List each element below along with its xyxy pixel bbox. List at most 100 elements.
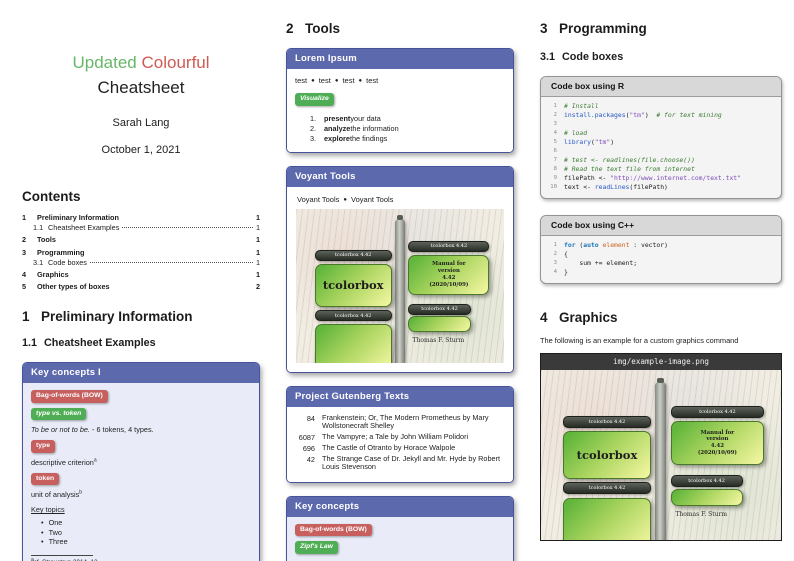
toc-entry-other-boxes[interactable]: 5 Other types of boxes 2 — [22, 282, 260, 292]
line-number: 1 — [553, 242, 557, 248]
code-string: "tm" — [629, 111, 645, 119]
tcolorbox-example-image: tcolorbox 4.42 tcolorbox tcolorbox 4.42 … — [296, 208, 504, 363]
table-row: 42 The Strange Case of Dr. Jekyll and Mr.… — [295, 453, 505, 472]
tcb-manual-text: Manual for version 4.42 (2020/10/09) — [698, 430, 737, 457]
line-number: 3 — [553, 121, 557, 127]
tcb-manual-box: Manual for version 4.42 (2020/10/09) — [670, 421, 765, 466]
book-id: 6087 — [298, 432, 315, 442]
book-title: The Castle of Otranto by Horace Walpole — [322, 442, 456, 452]
code-text: (filePath) — [629, 183, 668, 191]
voyant-tools-box: Voyant Tools Voyant Tools Voyant Tools tc… — [286, 165, 514, 373]
token-definition-text: unit of analysis — [31, 490, 80, 500]
code-line: 3 — [546, 120, 773, 129]
toc-entry-tools[interactable]: 2 Tools 1 — [22, 235, 260, 245]
book-title: Frankenstein; Or, The Modern Prometheus … — [322, 412, 489, 431]
step-number: 3. — [310, 133, 317, 143]
token-definition: unit of analysisb — [31, 490, 251, 499]
toc-number: 3 — [22, 247, 27, 257]
lorem-ipsum-box: Lorem Ipsum test test test test Visualize 1… — [286, 48, 514, 153]
box-body: 84 Frankenstein; Or, The Modern Prometheu… — [287, 406, 513, 482]
code-comment: # load — [564, 129, 588, 137]
test-items-line: test test test test — [295, 76, 505, 86]
subsection-heading-code-boxes: 3.1 Code boxes — [540, 51, 782, 63]
toc-entry-cheatsheet-examples[interactable]: 1.1 Cheatsheet Examples 1 — [22, 223, 260, 233]
test-item: test — [318, 76, 331, 85]
toc-entry-programming[interactable]: 3 Programming 1 — [22, 248, 260, 258]
toc-entry-graphics[interactable]: 4 Graphics 1 — [22, 270, 260, 280]
toc-label: Tools — [37, 235, 56, 245]
code-text: } — [564, 268, 568, 276]
code-text: ( — [625, 111, 630, 119]
box-header: Voyant Tools — [287, 166, 513, 187]
tcb-small-box — [408, 316, 471, 332]
book-id: 42 — [306, 454, 315, 464]
column-right: 3 Programming 3.1 Code boxes Code box us… — [540, 14, 782, 549]
voyant-tools-link[interactable]: Voyant Tools — [351, 194, 394, 204]
toc-label: Preliminary Information — [37, 213, 119, 222]
tcb-main-label: tcolorbox — [576, 447, 638, 462]
voyant-tools-link[interactable]: Voyant Tools — [297, 194, 340, 204]
test-item: test — [295, 76, 308, 85]
step-text: the findings — [349, 133, 388, 143]
code-line: 10 text <- readLines (filePath) — [546, 183, 773, 192]
pole-icon — [395, 215, 405, 363]
toc-entry-code-boxes[interactable]: 3.1 Code boxes 1 — [22, 258, 260, 268]
code-text: filePath <- — [564, 174, 611, 182]
column-middle: 2 Tools Lorem Ipsum test test test test Vis… — [286, 14, 514, 561]
box-body: Bag-of-words (BOW) type vs. token To be … — [23, 383, 259, 561]
key-topics-list: One Two Three — [31, 518, 251, 547]
section-number: 1 — [22, 309, 30, 325]
footnote-rule — [31, 554, 93, 556]
line-number: 2 — [553, 112, 557, 118]
code-line: 5 library("tm") — [546, 138, 773, 147]
code-variable: element — [602, 241, 630, 249]
footnote-mark-b: b — [79, 490, 83, 496]
example-count: - 6 tokens, 4 types. — [89, 425, 154, 435]
code-line: 2{ — [546, 250, 773, 259]
table-row: 6087 The Vampyre; a Tale by John William … — [295, 432, 505, 442]
example-image-frame: img/example-image.png tcolorbox 4.42 tco… — [540, 353, 782, 541]
topic-item: Two — [41, 528, 251, 538]
bullet-separator-icon — [307, 76, 319, 85]
subsection-heading-cheatsheet-examples: 1.1 Cheatsheet Examples — [22, 337, 260, 349]
tcb-author-text: Thomas F. Sturm — [675, 511, 728, 519]
code-line: 3 sum += element; — [546, 259, 773, 268]
tcb-manual-line: (2020/10/09) — [697, 449, 737, 456]
code-text: sum += element; — [564, 259, 638, 267]
cpp-code-box: Code box using C++ 1 for (auto element : … — [540, 215, 782, 284]
subsection-title: Code boxes — [562, 51, 624, 63]
table-row: 84 Frankenstein; Or, The Modern Prometheu… — [295, 412, 505, 431]
line-number: 10 — [550, 184, 557, 190]
title-block: Updated Colourful Cheatsheet Sarah Lang … — [22, 50, 260, 156]
line-number: 7 — [553, 157, 557, 163]
section-title: Tools — [305, 21, 340, 36]
toc-leader-dots — [122, 227, 253, 229]
badge-bag-of-words: Bag-of-words (BOW) — [31, 390, 108, 403]
book-id: 696 — [302, 443, 315, 453]
code-line: 1 for (auto element : vector) — [546, 241, 773, 250]
tcb-small-box — [670, 489, 743, 506]
tcb-title-strip: tcolorbox 4.42 — [670, 405, 765, 418]
tcb-cutoff-box — [562, 497, 652, 540]
step-number: 2. — [310, 123, 317, 133]
line-number: 4 — [553, 130, 557, 136]
line-number: 6 — [553, 148, 557, 154]
section-number: 3 — [540, 21, 548, 36]
code-line: 8 # Read the text file from internet — [546, 165, 773, 174]
table-of-contents: 1 Preliminary Information 1 1.1 Cheatshe… — [22, 213, 260, 292]
line-number: 5 — [553, 139, 557, 145]
toc-entry-preliminary[interactable]: 1 Preliminary Information 1 — [22, 213, 260, 223]
tcb-author-text: Thomas F. Sturm — [412, 337, 465, 345]
code-text: { — [564, 250, 568, 258]
line-number: 4 — [553, 269, 557, 275]
gutenberg-texts-box: Project Gutenberg Texts 84 Frankenstein; … — [286, 385, 514, 483]
book-title: The Strange Case of Dr. Jekyll and Mr. H… — [322, 453, 501, 472]
code-comment: # Install — [564, 102, 599, 110]
code-line: 6 — [546, 147, 773, 156]
footnote-a-text: cf. Stroustrup 2014, 12. — [34, 559, 99, 561]
line-number: 2 — [553, 251, 557, 257]
title-word-colourful: Colourful — [141, 53, 210, 72]
steps-list: 1. present your data 2. analyze the inform… — [295, 114, 505, 144]
topic-item: One — [41, 518, 251, 528]
code-line: 4 # load — [546, 129, 773, 138]
